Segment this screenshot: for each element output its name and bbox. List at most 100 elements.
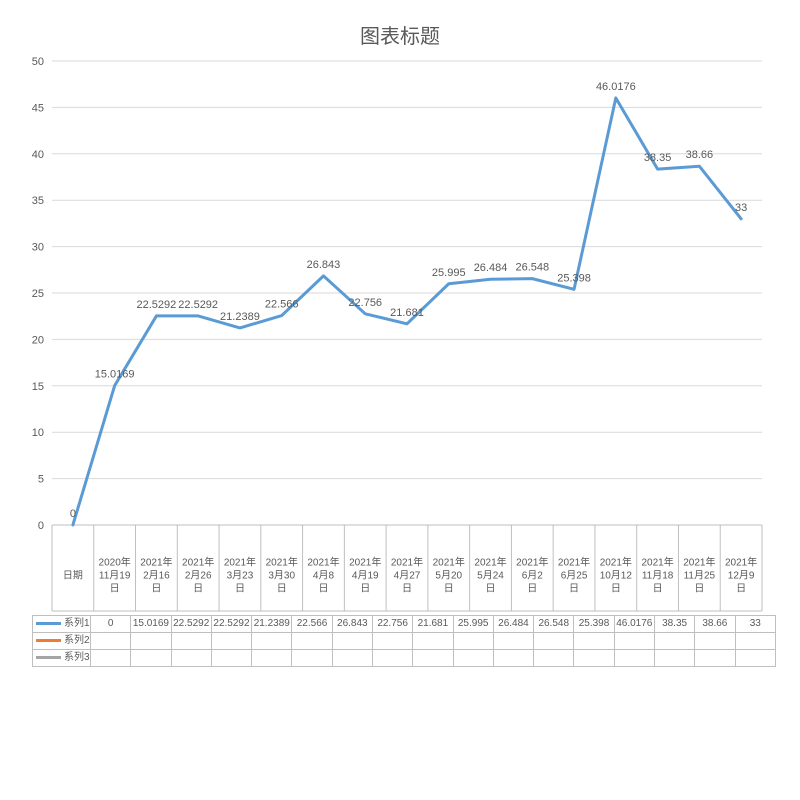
svg-text:11月18: 11月18 [642, 570, 674, 582]
table-cell [574, 632, 614, 649]
table-cell: 33 [735, 616, 776, 633]
svg-text:33: 33 [735, 202, 747, 214]
svg-text:日: 日 [277, 584, 287, 595]
svg-text:22.566: 22.566 [265, 299, 299, 311]
svg-text:5月20: 5月20 [435, 570, 462, 582]
table-cell [91, 649, 131, 666]
table-cell [292, 649, 332, 666]
svg-text:日: 日 [193, 584, 203, 595]
svg-text:日: 日 [402, 584, 412, 595]
svg-text:2020年: 2020年 [99, 556, 131, 569]
svg-text:25: 25 [32, 288, 44, 300]
table-cell [131, 632, 171, 649]
svg-text:日: 日 [569, 584, 579, 595]
table-cell [493, 632, 533, 649]
svg-text:日: 日 [527, 584, 537, 595]
table-cell [654, 649, 694, 666]
table-cell [695, 649, 735, 666]
svg-text:10月12: 10月12 [600, 570, 633, 582]
svg-text:26.548: 26.548 [515, 262, 549, 274]
svg-text:15: 15 [32, 381, 44, 393]
table-cell [131, 649, 171, 666]
table-cell: 22.5292 [211, 616, 251, 633]
svg-text:0: 0 [70, 508, 76, 520]
table-cell [292, 632, 332, 649]
svg-text:38.66: 38.66 [686, 149, 714, 161]
svg-text:日: 日 [736, 584, 746, 595]
svg-text:2021年: 2021年 [349, 556, 381, 569]
svg-text:2月16: 2月16 [143, 570, 170, 582]
legend-系列3: 系列3 [33, 649, 91, 666]
svg-text:3月23: 3月23 [227, 570, 254, 582]
table-cell [534, 649, 574, 666]
table-cell [372, 649, 412, 666]
table-cell: 22.5292 [171, 616, 211, 633]
table-cell: 15.0169 [131, 616, 171, 633]
svg-text:4月27: 4月27 [394, 570, 421, 582]
table-cell: 26.548 [534, 616, 574, 633]
svg-text:6月25: 6月25 [561, 570, 588, 582]
svg-text:2021年: 2021年 [433, 556, 465, 569]
svg-text:11月19: 11月19 [99, 570, 131, 582]
svg-text:2021年: 2021年 [683, 556, 715, 569]
svg-text:2月26: 2月26 [185, 570, 212, 582]
table-cell: 46.0176 [614, 616, 654, 633]
table-cell [574, 649, 614, 666]
svg-text:30: 30 [32, 242, 44, 254]
svg-text:50: 50 [32, 56, 44, 68]
svg-text:0: 0 [38, 520, 44, 532]
table-cell [453, 632, 493, 649]
legend-系列1: 系列1 [33, 616, 91, 633]
table-cell: 25.398 [574, 616, 614, 633]
table-cell [413, 632, 453, 649]
chart-title: 图表标题 [10, 10, 790, 55]
table-cell [453, 649, 493, 666]
table-cell [252, 632, 292, 649]
table-cell [171, 632, 211, 649]
svg-text:2021年: 2021年 [600, 556, 632, 569]
table-cell [614, 649, 654, 666]
svg-text:日: 日 [318, 584, 328, 595]
data-table: 系列1015.016922.529222.529221.238922.56626… [10, 615, 790, 667]
svg-text:45: 45 [32, 102, 44, 114]
table-cell [372, 632, 412, 649]
table-cell: 21.681 [413, 616, 453, 633]
svg-text:22.5292: 22.5292 [178, 299, 218, 311]
svg-text:日期: 日期 [63, 570, 83, 582]
svg-text:3月30: 3月30 [268, 570, 295, 582]
svg-text:2021年: 2021年 [725, 556, 757, 569]
svg-text:22.756: 22.756 [348, 297, 382, 309]
svg-text:35: 35 [32, 195, 44, 207]
table-cell [332, 649, 372, 666]
table-cell [735, 632, 776, 649]
table-cell: 21.2389 [252, 616, 292, 633]
svg-text:日: 日 [151, 584, 161, 595]
svg-text:10: 10 [32, 427, 44, 439]
svg-text:21.2389: 21.2389 [220, 311, 260, 323]
svg-text:26.484: 26.484 [474, 262, 508, 274]
table-cell [91, 632, 131, 649]
svg-text:11月25: 11月25 [684, 570, 716, 582]
table-cell: 26.843 [332, 616, 372, 633]
svg-text:2021年: 2021年 [391, 556, 423, 569]
svg-text:26.843: 26.843 [307, 259, 341, 271]
svg-text:20: 20 [32, 334, 44, 346]
table-cell [534, 632, 574, 649]
svg-text:22.5292: 22.5292 [137, 299, 177, 311]
table-cell: 0 [91, 616, 131, 633]
svg-text:2021年: 2021年 [182, 556, 214, 569]
table-cell: 22.566 [292, 616, 332, 633]
svg-text:2021年: 2021年 [224, 556, 256, 569]
svg-text:日: 日 [360, 584, 370, 595]
svg-text:15.0169: 15.0169 [95, 369, 135, 381]
svg-text:5月24: 5月24 [477, 570, 504, 582]
table-cell: 26.484 [493, 616, 533, 633]
table-cell [614, 632, 654, 649]
svg-text:6月2: 6月2 [522, 570, 544, 582]
svg-text:日: 日 [110, 584, 120, 595]
svg-text:2021年: 2021年 [140, 556, 172, 569]
svg-text:25.398: 25.398 [557, 272, 591, 284]
table-cell: 38.35 [654, 616, 694, 633]
table-cell [695, 632, 735, 649]
line-chart: 05101520253035404550日期2020年11月19日2021年2月… [10, 55, 790, 615]
